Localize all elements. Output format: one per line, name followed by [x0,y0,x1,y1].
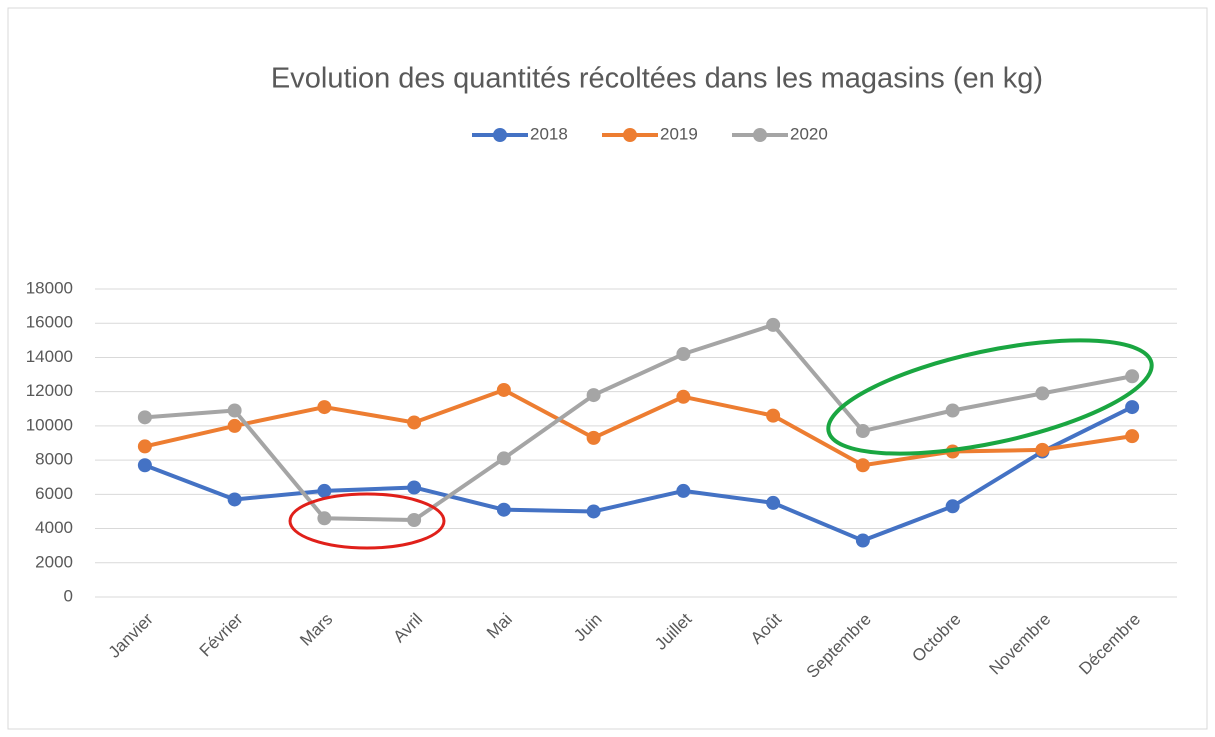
y-tick-label: 4000 [35,518,73,537]
legend-marker [753,128,767,142]
annotation-ellipse [288,492,446,550]
data-point [855,533,870,548]
data-point [676,347,691,362]
series-line [144,322,1133,522]
data-point [137,410,152,425]
data-point [137,458,152,473]
data-point [1035,442,1050,457]
data-point [317,483,332,498]
data-point [676,389,691,404]
data-point [1125,369,1140,384]
data-point [496,451,511,466]
data-point [676,483,691,498]
y-tick-label: 10000 [26,415,73,434]
data-point [945,403,960,418]
y-tick-label: 16000 [26,313,73,332]
data-point [1035,386,1050,401]
data-point [227,418,242,433]
data-point [586,504,601,519]
data-point [1125,400,1140,415]
data-point [407,415,422,430]
data-point [496,382,511,397]
y-tick-label: 14000 [26,347,73,366]
series-line [144,387,1133,468]
data-point [766,408,781,423]
legend-marker [493,128,507,142]
series-line [144,405,1134,543]
legend-label: 2018 [530,124,568,143]
annotation-ellipse [826,338,1154,456]
data-point [407,513,422,527]
y-tick-label: 12000 [26,381,73,400]
legend-label: 2020 [790,124,828,143]
data-point [137,439,152,454]
y-tick-label: 2000 [35,552,73,571]
data-point [317,400,332,415]
data-point [496,502,511,517]
data-point [586,388,601,403]
legend-label: 2019 [660,124,698,143]
y-tick-label: 6000 [35,484,73,503]
data-point [855,458,870,473]
chart-title: Evolution des quantités récoltées dans l… [271,63,1043,95]
y-tick-label: 18000 [26,278,73,297]
y-tick-label: 0 [64,586,73,605]
data-point [766,495,781,510]
data-point [227,403,242,418]
legend-marker [623,128,637,142]
data-point [945,499,960,514]
chart-border [7,7,1208,730]
data-point [766,317,781,332]
data-point [1125,429,1140,444]
data-point [407,480,422,495]
data-point [227,492,242,507]
data-point [317,511,332,526]
data-point [586,430,601,445]
y-tick-label: 8000 [35,450,73,469]
data-point [855,424,870,439]
